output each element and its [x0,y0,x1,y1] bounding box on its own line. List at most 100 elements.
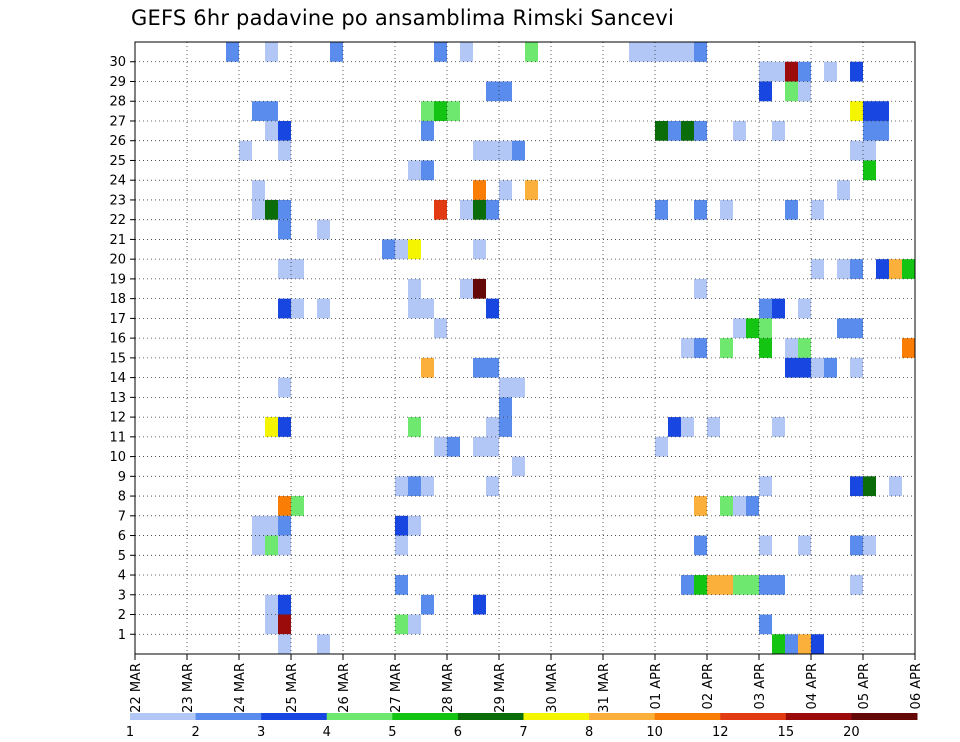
heatmap-cell [447,436,460,457]
heatmap-cell [876,259,889,279]
heatmap-cell [837,259,850,279]
heatmap-cell [733,318,746,339]
colorbar-label: 4 [323,725,331,740]
y-tick-label: 4 [118,569,126,584]
heatmap-cell [512,456,525,477]
y-tick-label: 24 [109,174,126,189]
y-tick-label: 1 [118,628,126,643]
heatmap-cell [382,239,395,260]
heatmap-cell [317,298,330,319]
colorbar-swatch [851,713,918,720]
y-tick-label: 8 [118,490,126,505]
colorbar: 1 2 3 4 5 6 7 8 10 12 15 20 [126,713,918,740]
heatmap-cell [681,417,694,437]
heatmap-cell [421,476,434,497]
heatmap-cell [772,61,785,82]
heatmap-cell [720,496,733,516]
colorbar-swatch [130,713,197,720]
heatmap-cell [434,199,447,220]
heatmap-cell [525,180,538,200]
x-tick-label: 31 MAR [597,663,612,713]
y-axis: 1234567891011121314151617181920212223242… [109,55,135,643]
heatmap-cell [733,575,759,595]
heatmap-cell [759,535,772,556]
heatmap-cell [473,436,499,457]
heatmap-cell [798,535,811,556]
heatmap-cell [499,417,512,437]
heatmap-cell [421,594,434,615]
heatmap-cell [291,496,304,516]
heatmap-cell [798,81,811,102]
heatmap-cell [785,61,798,82]
heatmap-cell [408,417,421,437]
x-axis: 22 MAR 23 MAR 24 MAR 25 MAR 26 MAR 27 MAR 28 M… [129,654,924,713]
heatmap-cell [278,614,291,635]
heatmap-cell [837,180,850,200]
heatmap-cell [278,199,291,220]
heatmap-cell [434,318,447,339]
heatmap-cell [850,61,863,82]
heatmap-cell [668,417,681,437]
heatmap-cell [525,42,538,62]
heatmap-cell [863,120,889,141]
heatmap-cell [278,219,291,240]
y-tick-label: 28 [109,95,126,110]
heatmap-cell [655,199,668,220]
heatmap-cell [850,101,863,121]
y-tick-label: 13 [109,391,126,406]
heatmap-cell [681,120,694,141]
colorbar-label: 12 [712,725,729,740]
heatmap-cell [655,120,668,141]
x-tick-label: 02 APR [701,663,716,709]
heatmap-cell [252,180,265,200]
heatmap-cell [265,199,278,220]
heatmap-cell [252,535,265,556]
heatmap-cell [902,338,915,358]
heatmap-cell [447,101,460,121]
heatmap-cell [421,101,434,121]
x-tick-label: 05 APR [857,663,872,709]
colorbar-swatch [589,713,656,720]
heatmap-cell [265,417,278,437]
heatmap-cell [421,160,434,181]
heatmap-cell [278,417,291,437]
heatmap-cell [265,594,278,615]
colorbar-swatch [785,713,852,720]
heatmap-cell [486,199,499,220]
y-tick-label: 14 [109,371,126,386]
y-tick-label: 20 [109,253,126,268]
heatmap-cell [694,496,707,516]
plot-frame [134,41,916,655]
y-tick-label: 23 [109,193,126,208]
x-tick-label: 24 MAR [233,663,248,713]
heatmap-cell [733,120,746,141]
heatmap-cell [460,199,473,220]
heatmap-cell [278,594,291,615]
heatmap-cell [291,298,304,319]
colorbar-label: 7 [519,725,527,740]
x-tick-label: 28 MAR [441,663,456,713]
heatmap-cell [408,515,421,536]
x-tick-label: 01 APR [649,663,664,709]
heatmap-cell [850,259,863,279]
heatmap-cell [759,318,772,339]
colorbar-swatch [392,713,459,720]
heatmap-cell [759,614,772,635]
heatmap-cell [408,278,421,299]
heatmap-cell [681,338,694,358]
heatmap-cell [226,42,239,62]
y-tick-label: 7 [118,509,126,524]
colorbar-label: 5 [388,725,396,740]
heatmap-cell [759,298,772,319]
y-tick-label: 25 [109,154,126,169]
x-tick-label: 29 MAR [493,663,508,713]
heatmap-cell [278,634,291,654]
heatmap-cell [759,61,772,82]
heatmap-cell [681,575,694,595]
colorbar-label: 3 [257,725,265,740]
x-tick-label: 23 MAR [181,663,196,713]
heatmap-cell [278,515,291,536]
y-tick-label: 9 [118,470,126,485]
heatmap-cell [434,436,447,457]
